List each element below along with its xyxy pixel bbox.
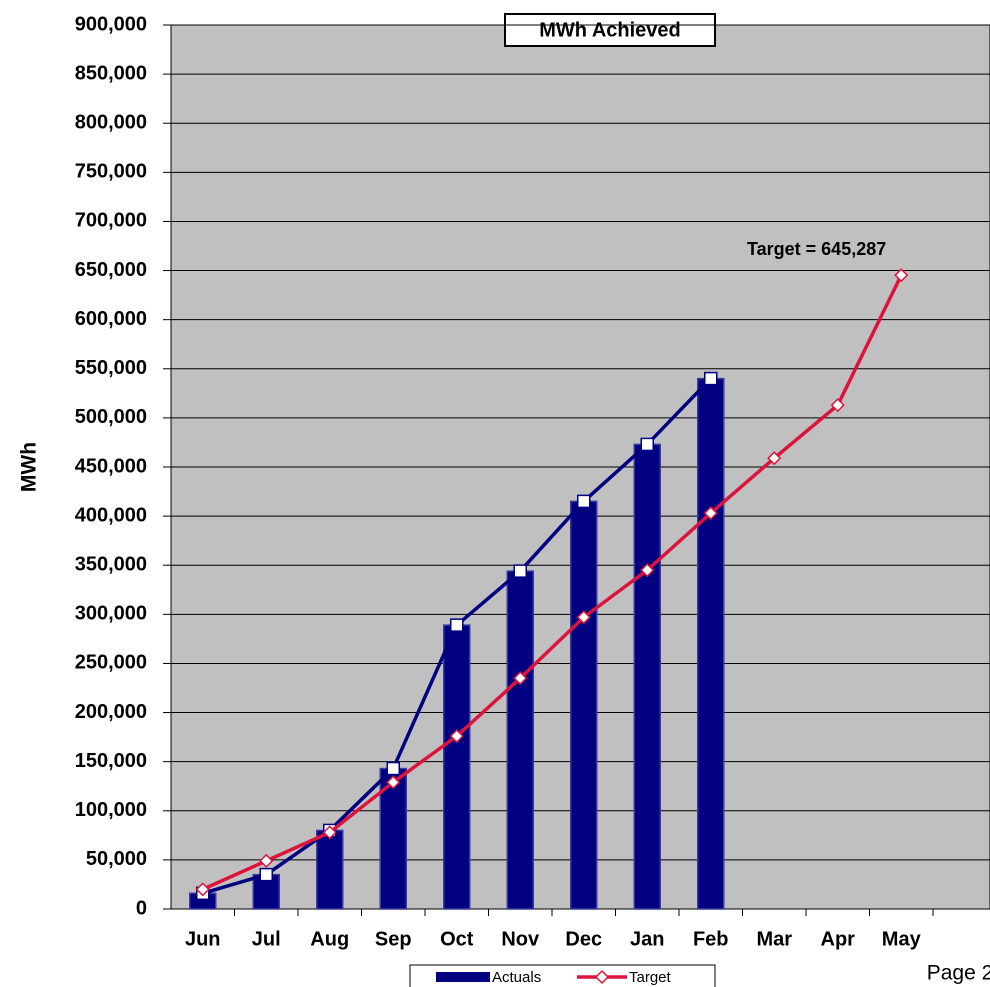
- y-tick-label: 900,000: [75, 13, 147, 35]
- marker: [259, 853, 274, 868]
- marker: [830, 398, 845, 413]
- marker: [450, 618, 464, 632]
- y-tick-label: 750,000: [75, 161, 147, 183]
- y-tick-label: 700,000: [75, 210, 147, 232]
- marker: [704, 371, 718, 386]
- marker: [386, 761, 400, 776]
- y-tick-label: 600,000: [75, 308, 147, 330]
- bar: [506, 570, 534, 910]
- y-tick-label: 50,000: [86, 848, 147, 870]
- x-tick-label: Jan: [630, 928, 664, 950]
- marker: [640, 563, 655, 578]
- x-tick-label: Mar: [756, 928, 792, 950]
- x-tick-label: Feb: [693, 928, 729, 950]
- marker: [386, 775, 401, 790]
- bar: [316, 829, 344, 910]
- bar: [443, 624, 471, 910]
- y-tick-label: 800,000: [75, 112, 147, 134]
- marker: [576, 610, 591, 625]
- x-tick-label: Oct: [440, 928, 474, 950]
- y-axis-label: MWh: [18, 442, 41, 492]
- y-tick-label: 0: [136, 897, 147, 919]
- bar: [379, 767, 407, 910]
- y-tick-label: 250,000: [75, 652, 147, 674]
- annotation: Target = 645,287: [747, 239, 886, 259]
- legend-swatch: [436, 972, 490, 982]
- page-footer: Page 2: [927, 962, 990, 985]
- line: [202, 274, 903, 891]
- marker: [195, 882, 210, 897]
- marker: [640, 437, 654, 452]
- marker: [513, 671, 528, 686]
- marker: [577, 494, 591, 509]
- marker: [703, 506, 718, 521]
- marker: [767, 451, 782, 466]
- x-tick-label: Nov: [501, 928, 540, 950]
- marker: [513, 564, 527, 578]
- bar: [697, 377, 725, 910]
- bar: [570, 500, 598, 910]
- marker: [449, 729, 464, 744]
- y-tick-label: 400,000: [75, 504, 147, 526]
- y-tick-label: 100,000: [75, 799, 147, 821]
- y-tick-label: 150,000: [75, 750, 147, 772]
- legend-label: Target: [629, 969, 672, 986]
- x-tick-label: Apr: [821, 928, 856, 950]
- marker: [322, 825, 337, 840]
- y-tick-label: 450,000: [75, 455, 147, 477]
- x-tick-label: Sep: [375, 928, 412, 950]
- y-tick-label: 350,000: [75, 554, 147, 576]
- y-tick-label: 200,000: [75, 701, 147, 723]
- y-tick-label: 300,000: [75, 603, 147, 625]
- x-tick-label: May: [882, 928, 922, 950]
- marker: [259, 867, 273, 882]
- legend-marker: [594, 969, 610, 985]
- x-tick-label: Jul: [252, 928, 281, 950]
- chart-title: MWh Achieved: [539, 19, 681, 41]
- x-tick-label: Aug: [310, 928, 349, 950]
- y-tick-label: 550,000: [75, 357, 147, 379]
- x-tick-label: Dec: [565, 928, 602, 950]
- title-box: [504, 13, 716, 47]
- x-tick-label: Jun: [185, 928, 221, 950]
- y-tick-label: 500,000: [75, 406, 147, 428]
- legend-label: Actuals: [492, 969, 541, 986]
- y-tick-label: 850,000: [75, 62, 147, 84]
- y-tick-label: 650,000: [75, 259, 147, 281]
- marker: [894, 268, 909, 283]
- bar: [633, 443, 661, 910]
